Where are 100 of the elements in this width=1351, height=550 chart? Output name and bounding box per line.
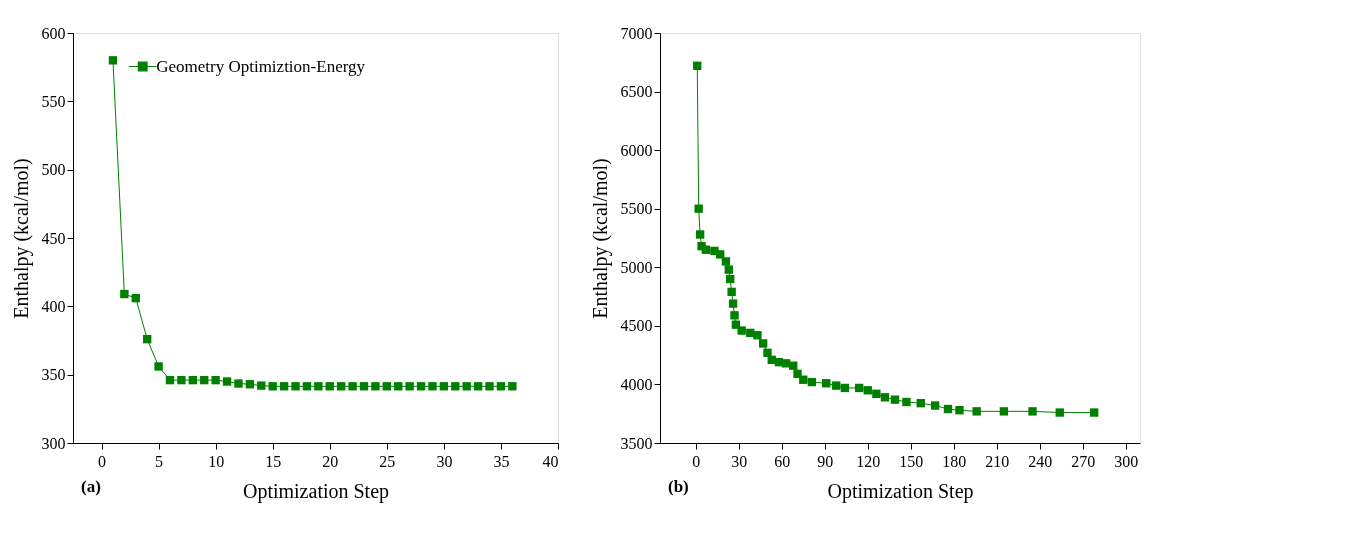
point [822, 379, 831, 388]
x-axis-title: Optimization Step [827, 479, 974, 503]
point [758, 339, 768, 348]
x-tick-label: 0 [692, 452, 701, 470]
point [131, 293, 140, 303]
point [701, 245, 711, 254]
x-tick-label: 240 [1028, 452, 1053, 470]
point [730, 311, 739, 320]
point [257, 381, 266, 390]
x-axis-title: Optimization Step [242, 479, 390, 503]
y-tick-label: 5500 [620, 200, 653, 218]
point [142, 334, 152, 344]
point [188, 375, 198, 385]
point [943, 404, 953, 414]
x-tick-label: 180 [942, 452, 967, 470]
point [726, 274, 735, 284]
point [737, 326, 746, 335]
x-tick-label: 270 [1071, 452, 1096, 470]
x-tick-label: 25 [379, 452, 396, 470]
y-tick-label: 550 [41, 92, 66, 110]
point [1028, 407, 1037, 416]
point [496, 382, 506, 391]
point [234, 379, 243, 388]
x-tick-label: 30 [731, 452, 748, 470]
point [840, 383, 850, 393]
y-tick-label: 300 [41, 434, 66, 452]
point [716, 250, 725, 259]
point [222, 377, 232, 386]
point [721, 257, 731, 266]
point [1089, 408, 1099, 417]
point [428, 382, 437, 391]
y-tick-label: 4500 [620, 317, 653, 335]
y-tick-label: 450 [41, 229, 66, 247]
point [302, 382, 312, 391]
y-tick-label: 600 [41, 24, 66, 42]
y-tick-label: 400 [41, 297, 66, 315]
x-tick-label: 20 [322, 452, 339, 470]
point [405, 382, 414, 391]
x-tick-label: 150 [899, 452, 924, 470]
point [872, 389, 881, 398]
point [359, 382, 369, 391]
x-tick-label: 30 [436, 452, 453, 470]
point [999, 407, 1009, 416]
y-tick-label: 500 [41, 161, 66, 179]
y-axis-title: Enthalpy (kcal/mol) [588, 158, 612, 319]
point [451, 382, 460, 391]
point [863, 386, 872, 395]
point [382, 382, 392, 391]
point [807, 377, 817, 387]
x-tick-label: 60 [774, 452, 791, 470]
point [832, 381, 841, 390]
point [693, 61, 702, 70]
y-axis-title: Enthalpy (kcal/mol) [9, 158, 33, 319]
x-tick-label: 5 [155, 452, 164, 470]
point [177, 375, 186, 385]
point [694, 204, 703, 213]
point [348, 382, 357, 391]
y-tick-label: 5000 [620, 258, 653, 276]
point [371, 382, 380, 391]
text: (b) [668, 477, 689, 496]
x-tick-label: 300 [1114, 452, 1139, 470]
point [781, 359, 791, 368]
point [890, 395, 900, 404]
point [763, 348, 772, 357]
point [880, 393, 890, 402]
point [291, 382, 300, 391]
point [485, 382, 494, 391]
x-tick-label: 210 [985, 452, 1010, 470]
point [972, 407, 981, 416]
point [728, 299, 738, 308]
y-tick-label: 3500 [620, 434, 653, 452]
point [753, 331, 762, 340]
x-tick-label: 120 [856, 452, 881, 470]
point [200, 375, 209, 385]
y-tick-label: 6000 [620, 141, 653, 159]
point [439, 382, 449, 391]
x-tick-label: 40 [542, 452, 559, 470]
point [1055, 408, 1064, 417]
point [268, 382, 277, 391]
point [394, 382, 403, 391]
point [854, 383, 864, 393]
point [154, 362, 163, 371]
x-tick-label: 90 [817, 452, 834, 470]
point [930, 401, 940, 410]
point [789, 361, 798, 370]
point [916, 398, 925, 408]
point [108, 56, 118, 65]
point [462, 382, 471, 391]
x-tick-label: 15 [265, 452, 282, 470]
y-tick-label: 4000 [620, 375, 653, 393]
point [120, 289, 129, 299]
y-tick-label: 350 [41, 366, 66, 384]
point [314, 382, 323, 391]
point [724, 265, 733, 274]
point [508, 382, 517, 391]
x-tick-label: 0 [98, 452, 107, 470]
point [416, 382, 426, 391]
legend-label: Geometry Optimiztion-Energy [156, 56, 366, 76]
point [727, 287, 736, 297]
point [325, 382, 334, 391]
